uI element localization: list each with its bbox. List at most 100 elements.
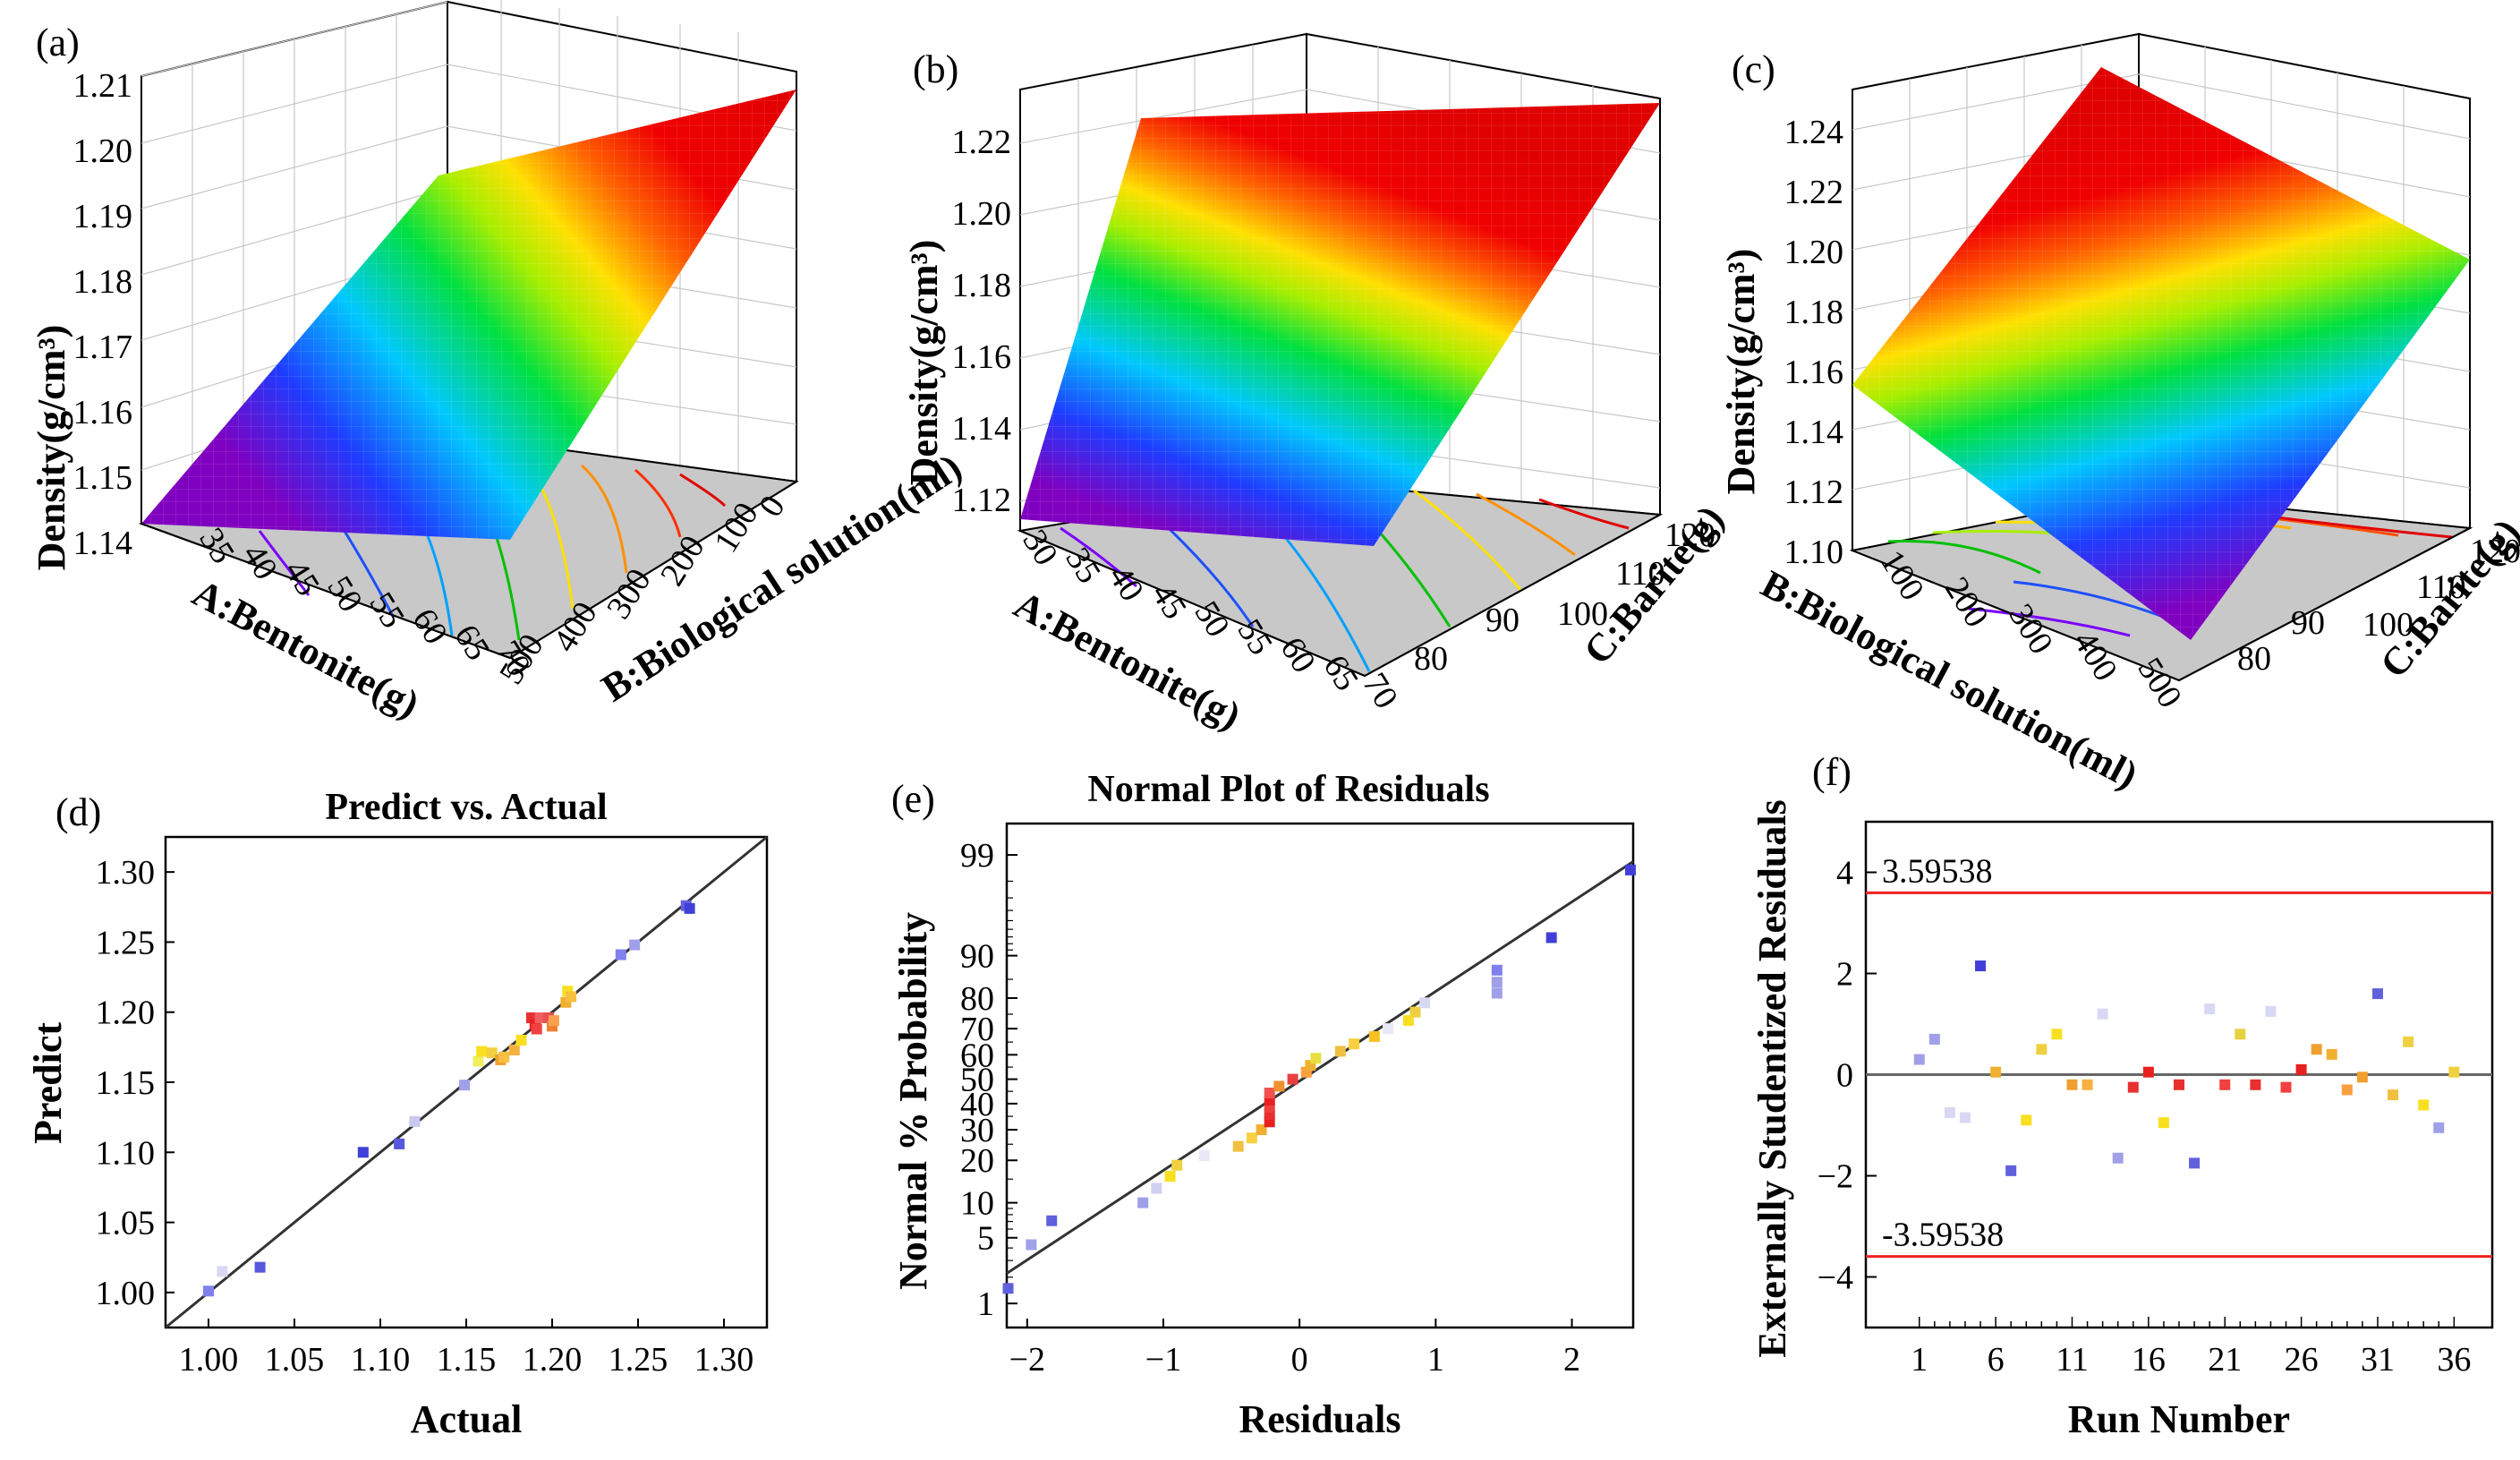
data-point — [1349, 1038, 1360, 1050]
data-point — [1491, 964, 1503, 976]
y-tick-label: 1.10 — [96, 1134, 156, 1172]
x-tick-label: 11 — [2056, 1341, 2089, 1379]
surface-a-ztick: 1.21 — [73, 67, 133, 105]
data-point — [476, 1046, 488, 1057]
data-point — [2371, 988, 2383, 1000]
x-tick-label: 1 — [1911, 1341, 1928, 1379]
data-point — [1151, 1183, 1162, 1194]
data-point — [2433, 1122, 2445, 1133]
surface-b-ztick: 1.12 — [952, 482, 1012, 519]
surface-c-ytick: 110 — [2416, 568, 2466, 606]
y-tick-label: 4 — [1836, 855, 1853, 892]
x-tick-label: 1 — [1427, 1341, 1444, 1379]
data-point — [2235, 1029, 2246, 1040]
data-point — [2142, 1066, 2154, 1078]
panel-label-d: (d) — [55, 790, 101, 834]
data-point — [1002, 1283, 1014, 1294]
normal-plot-title: Normal Plot of Residuals — [1087, 769, 1489, 810]
surface-c-ztick: 1.14 — [1784, 414, 1844, 451]
y-tick-label: −4 — [1818, 1259, 1853, 1297]
y-tick-label: 1.00 — [96, 1275, 156, 1312]
data-point — [1232, 1140, 1244, 1152]
data-point — [1368, 1030, 1380, 1042]
data-point — [1310, 1053, 1322, 1064]
data-point — [1137, 1197, 1149, 1208]
predict-vs-actual-title: Predict vs. Actual — [325, 787, 607, 828]
x-tick-label: 1.25 — [609, 1341, 668, 1379]
data-point — [1383, 1023, 1394, 1035]
data-point — [1198, 1149, 1210, 1161]
data-point — [1264, 1088, 1275, 1099]
x-tick-label: 21 — [2208, 1341, 2242, 1379]
data-point — [2341, 1084, 2353, 1096]
limit-label: -3.59538 — [1882, 1217, 2004, 1254]
data-point — [2127, 1081, 2139, 1093]
predict-vs-actual-chart: Predict vs. Actual Actual Predict 1.00 1.… — [26, 787, 769, 1441]
residuals-vs-run-ylabel: Externally Studentized Residuals — [1750, 799, 1794, 1357]
surface-b-zlabel: Density(g/cm³) — [902, 240, 946, 486]
data-point — [1273, 1080, 1285, 1092]
surface-c-ytick: 120 — [2470, 533, 2520, 570]
data-point — [2250, 1079, 2261, 1090]
surface-c-ztick: 1.10 — [1784, 534, 1844, 571]
data-point — [2326, 1048, 2337, 1060]
data-point — [1624, 864, 1636, 875]
data-point — [2265, 1005, 2277, 1017]
surface-b-ytick: 110 — [1615, 555, 1665, 593]
data-point — [531, 1023, 542, 1035]
surface-b-ytick: 100 — [1557, 595, 1608, 633]
data-point — [2189, 1157, 2201, 1169]
data-point — [472, 1055, 484, 1067]
surface-c-ztick: 1.22 — [1784, 174, 1844, 211]
data-point — [1491, 977, 1503, 988]
surface-b-ztick: 1.20 — [952, 195, 1012, 233]
data-point — [508, 1044, 520, 1055]
x-tick-label: 1.15 — [437, 1341, 497, 1379]
y-tick-label: 2 — [1836, 956, 1853, 994]
data-point — [2356, 1072, 2368, 1083]
y-tick-label: 1.30 — [96, 854, 156, 892]
normal-plot-xlabel: Residuals — [1239, 1397, 1401, 1441]
surface-c-ztick: 1.18 — [1784, 294, 1844, 331]
data-point — [629, 939, 641, 951]
y-tick-label: 90 — [960, 938, 994, 976]
y-tick-label: 0 — [1836, 1057, 1853, 1095]
y-tick-label: 40 — [960, 1086, 994, 1123]
data-point — [486, 1047, 498, 1059]
data-point — [1171, 1159, 1183, 1171]
x-tick-label: 26 — [2285, 1341, 2319, 1379]
y-tick-label: 1 — [977, 1285, 994, 1323]
data-point — [254, 1261, 266, 1273]
data-point — [498, 1051, 510, 1063]
data-point — [548, 1015, 559, 1027]
data-point — [2311, 1044, 2322, 1055]
data-point — [1959, 1112, 1971, 1123]
data-point — [2418, 1099, 2430, 1111]
surface-c-ztick: 1.20 — [1784, 234, 1844, 271]
normal-plot-chart: Normal Plot of Residuals Residuals Norma… — [891, 769, 1636, 1441]
data-point — [1246, 1132, 1257, 1144]
panel-label-a: (a) — [36, 21, 80, 64]
data-point — [1334, 1046, 1346, 1057]
surface-b-ytick: 120 — [1664, 517, 1715, 554]
panel-label-f: (f) — [1812, 750, 1852, 794]
x-tick-label: −2 — [1009, 1341, 1045, 1379]
data-point — [515, 1035, 527, 1046]
data-point — [2219, 1079, 2231, 1090]
normal-plot-ylabel: Normal % Probability — [891, 912, 935, 1290]
y-tick-label: 1.25 — [96, 924, 156, 961]
surface-b-ytick: 90 — [1486, 602, 1520, 639]
surface-c-ytick: 80 — [2237, 640, 2271, 678]
x-tick-label: 1.30 — [694, 1341, 754, 1379]
surface-c-ztick: 1.12 — [1784, 474, 1844, 511]
x-tick-label: 2 — [1563, 1341, 1580, 1379]
surface-b-ztick: 1.18 — [952, 267, 1012, 304]
data-point — [1944, 1106, 1955, 1118]
data-point — [1545, 932, 1557, 943]
surface-b — [1017, 32, 1664, 678]
x-tick-label: 1.05 — [265, 1341, 325, 1379]
data-point — [2280, 1081, 2292, 1093]
x-tick-label: −1 — [1145, 1341, 1181, 1379]
fit-line — [1006, 860, 1634, 1275]
data-point — [2112, 1152, 2124, 1164]
